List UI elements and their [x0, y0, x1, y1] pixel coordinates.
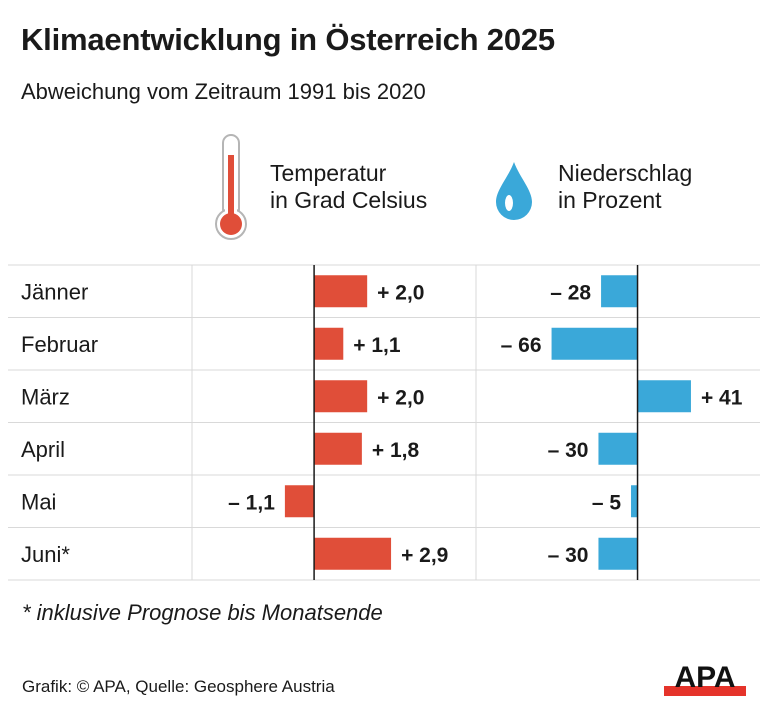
- bar: [314, 327, 344, 360]
- category-label: Februar: [21, 332, 98, 357]
- bar: [314, 380, 368, 413]
- data-label: + 1,1: [353, 334, 401, 357]
- bar: [314, 275, 368, 308]
- category-label: März: [21, 384, 70, 409]
- data-label: – 5: [592, 491, 622, 514]
- bar: [637, 380, 691, 413]
- svg-text:APA: APA: [674, 661, 735, 694]
- thermometer-icon: [215, 134, 247, 240]
- bar: [598, 432, 638, 465]
- footnote: * inklusive Prognose bis Monatsende: [22, 600, 383, 625]
- data-label: + 1,8: [372, 439, 420, 462]
- data-label: + 2,9: [401, 544, 448, 567]
- bar: [601, 275, 638, 308]
- bar-chart: Jänner Februar März April Mai Juni* + 2,0 + 1,1…: [8, 264, 760, 581]
- category-label: Juni*: [21, 542, 70, 567]
- bar: [314, 537, 392, 570]
- source-credit: Grafik: © APA, Quelle: Geosphere Austria: [22, 677, 335, 696]
- water-drop-icon: [496, 162, 532, 220]
- bar: [598, 537, 638, 570]
- chart-subtitle: Abweichung vom Zeitraum 1991 bis 2020: [21, 79, 426, 104]
- apa-logo: APA: [664, 661, 746, 696]
- data-label: – 1,1: [228, 491, 275, 514]
- category-label: Mai: [21, 489, 56, 514]
- data-label: – 30: [548, 544, 589, 567]
- data-label: – 66: [501, 334, 542, 357]
- bar: [314, 432, 362, 465]
- data-label: + 41: [701, 386, 743, 409]
- data-label: – 30: [548, 439, 589, 462]
- legend-precipitation: Niederschlag in Prozent: [558, 160, 693, 213]
- data-label: + 2,0: [377, 386, 424, 409]
- category-label: Jänner: [21, 279, 88, 304]
- data-label: + 2,0: [377, 281, 424, 304]
- bar: [631, 485, 638, 518]
- bar: [551, 327, 638, 360]
- legend-temperature: Temperatur in Grad Celsius: [270, 160, 428, 213]
- chart-title: Klimaentwicklung in Österreich 2025: [21, 22, 555, 57]
- category-label: April: [21, 437, 65, 462]
- data-label: – 28: [550, 281, 591, 304]
- bar: [284, 485, 315, 518]
